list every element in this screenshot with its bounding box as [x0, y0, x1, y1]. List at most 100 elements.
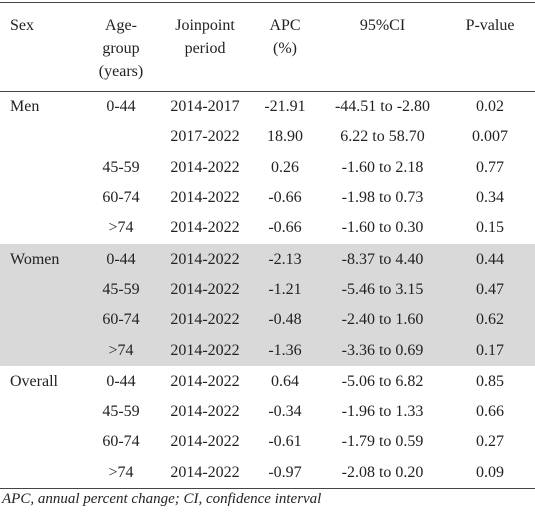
column-header: APC (%): [250, 2, 320, 92]
cell: 2014-2022: [170, 158, 240, 176]
cell: -1.60 to 2.18: [341, 158, 424, 176]
cell: 2014-2022: [170, 219, 240, 237]
column-header-text: APC (%): [269, 17, 301, 57]
column-header-text: Age-group (years): [98, 17, 144, 80]
cell: >74: [82, 457, 160, 489]
table-row: >74 2014-2022 -0.66 -1.60 to 0.30 0.15: [0, 213, 535, 244]
cell: 0.34: [476, 189, 504, 207]
footnote: APC, annual percent change; CI, confiden…: [2, 490, 322, 507]
empty-cell: [0, 274, 82, 306]
empty-cell: [0, 335, 82, 367]
cell: -3.36 to 0.69: [320, 335, 445, 367]
table-row: >74 2014-2022 -0.97 -2.08 to 0.20 0.09: [0, 457, 535, 489]
cell: 2014-2022: [160, 365, 250, 397]
cell: 2014-2022: [170, 433, 240, 451]
table-row: Men 0-44 2014-2017 -21.91 -44.51 to -2.80 0.0…: [0, 92, 535, 123]
cell: 0.26: [271, 158, 299, 176]
sex-cell: Men: [10, 98, 40, 116]
cell: 60-74: [82, 305, 160, 336]
cell: >74: [108, 219, 134, 237]
cell: 0.02: [476, 98, 504, 116]
empty-cell: [0, 122, 82, 152]
cell: 2014-2022: [160, 274, 250, 306]
empty-cell: [0, 305, 82, 336]
cell: -2.08 to 0.20: [320, 457, 445, 489]
cell: 0.64: [250, 365, 320, 397]
empty-cell: [0, 397, 82, 427]
table-row: Overall 0-44 2014-2022 0.64 -5.06 to 6.82 0.8…: [0, 365, 535, 397]
cell: 0.62: [445, 305, 535, 336]
cell: 2014-2022: [170, 189, 240, 207]
cell: -5.46 to 3.15: [320, 274, 445, 306]
cell: 2014-2017: [170, 98, 240, 116]
cell: -1.79 to 0.59: [341, 433, 424, 451]
cell: 0.17: [445, 335, 535, 367]
table-row: 60-74 2014-2022 -0.48 -2.40 to 1.60 0.62: [0, 305, 535, 336]
table-row: 45-59 2014-2022 -0.34 -1.96 to 1.33 0.66: [0, 397, 535, 427]
cell: >74: [82, 335, 160, 367]
table-row: >74 2014-2022 -1.36 -3.36 to 0.69 0.17: [0, 335, 535, 367]
cell: 0.09: [445, 457, 535, 489]
column-header-text: Sex: [10, 17, 34, 34]
table-row: 45-59 2014-2022 -1.21 -5.46 to 3.15 0.47: [0, 274, 535, 306]
empty-cell: [0, 427, 82, 457]
column-header: Joinpoint period: [160, 2, 250, 92]
cell: 0.15: [476, 219, 504, 237]
empty-cell: [0, 457, 82, 489]
cell: 60-74: [102, 189, 140, 207]
cell: -2.40 to 1.60: [320, 305, 445, 336]
cell: -1.36: [250, 335, 320, 367]
empty-cell: [0, 153, 82, 183]
cell: -0.97: [250, 457, 320, 489]
cell: -8.37 to 4.40: [320, 243, 445, 275]
cell: 0.44: [445, 243, 535, 275]
column-header-text: Joinpoint period: [175, 17, 235, 57]
cell: 2014-2022: [160, 243, 250, 275]
column-header: 95%CI: [320, 2, 445, 92]
cell: 2014-2022: [170, 403, 240, 421]
cell: -1.96 to 1.33: [341, 403, 424, 421]
cell: -2.13: [250, 243, 320, 275]
table-row: 60-74 2014-2022 -0.61 -1.79 to 0.59 0.27: [0, 427, 535, 457]
column-header: Sex: [0, 2, 82, 92]
empty-cell: [82, 122, 160, 152]
cell: 0-44: [82, 243, 160, 275]
cell: 0.66: [476, 403, 504, 421]
cell: 0.77: [476, 158, 504, 176]
cell: -0.48: [250, 305, 320, 336]
cell: -1.60 to 0.30: [341, 219, 424, 237]
sex-cell: Women: [0, 243, 82, 275]
cell: 0.27: [476, 433, 504, 451]
table-row: 60-74 2014-2022 -0.66 -1.98 to 0.73 0.34: [0, 183, 535, 213]
cell: 6.22 to 58.70: [340, 128, 425, 146]
table-row: Women 0-44 2014-2022 -2.13 -8.37 to 4.40 0.44: [0, 243, 535, 275]
cell: -0.66: [268, 219, 302, 237]
cell: -5.06 to 6.82: [320, 365, 445, 397]
cell: 0.47: [445, 274, 535, 306]
table-row: 2017-2022 18.90 6.22 to 58.70 0.007: [0, 122, 535, 152]
cell: -1.98 to 0.73: [341, 189, 424, 207]
column-header-text: 95%CI: [359, 17, 406, 34]
table-row: 45-59 2014-2022 0.26 -1.60 to 2.18 0.77: [0, 153, 535, 183]
empty-cell: [0, 213, 82, 244]
results-table: Sex Age-group (years) Joinpoint period APC …: [0, 2, 535, 489]
cell: -0.61: [268, 433, 302, 451]
cell: 2014-2022: [160, 305, 250, 336]
header-row: Sex Age-group (years) Joinpoint period APC …: [0, 2, 535, 92]
cell: -1.21: [250, 274, 320, 306]
column-header-text: P-value: [465, 17, 515, 34]
cell: 2014-2022: [160, 457, 250, 489]
cell: 45-59: [102, 403, 140, 421]
cell: 18.90: [267, 128, 303, 146]
cell: -0.34: [268, 403, 302, 421]
cell: -0.66: [268, 189, 302, 207]
cell: -21.91: [264, 98, 306, 116]
cell: 45-59: [102, 158, 140, 176]
column-header: Age-group (years): [82, 2, 160, 92]
sex-cell: Overall: [0, 365, 82, 397]
cell: -44.51 to -2.80: [334, 98, 431, 116]
cell: 0.85: [445, 365, 535, 397]
column-header: P-value: [445, 2, 535, 92]
cell: 45-59: [82, 274, 160, 306]
